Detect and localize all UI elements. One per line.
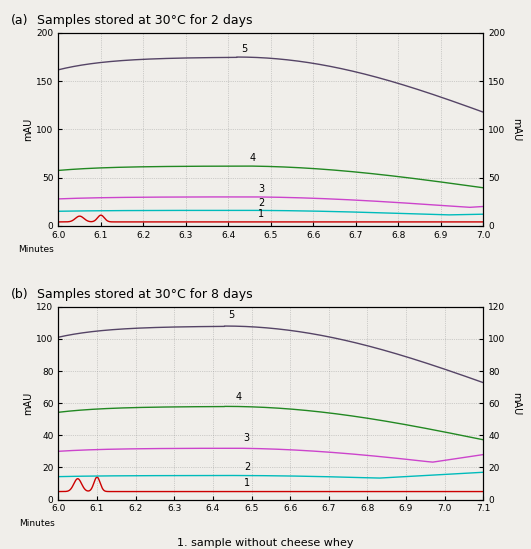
Y-axis label: mAU: mAU [23,117,33,141]
Text: 5: 5 [241,44,247,54]
Text: Minutes: Minutes [19,519,55,528]
Text: 4: 4 [236,391,242,401]
Text: 3: 3 [258,184,264,194]
Y-axis label: mAU: mAU [511,117,521,141]
Text: 2: 2 [258,198,264,209]
Text: 3: 3 [244,433,250,444]
Text: 5: 5 [228,310,235,320]
Text: Minutes: Minutes [19,245,54,254]
Y-axis label: mAU: mAU [511,391,521,415]
Text: 1: 1 [244,478,250,489]
Text: 1. sample without cheese whey: 1. sample without cheese whey [177,538,354,548]
Text: (a): (a) [11,14,28,27]
Y-axis label: mAU: mAU [23,391,33,415]
Text: (b): (b) [11,288,28,301]
Text: 1: 1 [258,209,264,219]
Text: Samples stored at 30°C for 8 days: Samples stored at 30°C for 8 days [37,288,253,301]
Text: Samples stored at 30°C for 2 days: Samples stored at 30°C for 2 days [37,14,253,27]
Text: 4: 4 [250,153,256,163]
Text: 2: 2 [244,462,250,472]
